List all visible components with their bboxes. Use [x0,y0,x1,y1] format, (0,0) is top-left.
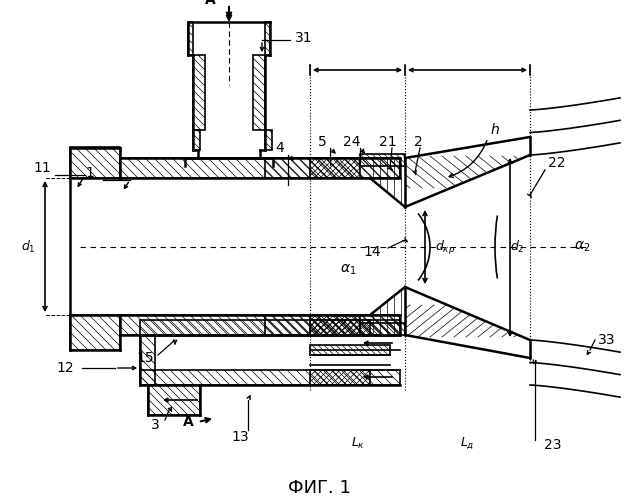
Text: $d_{кр}$: $d_{кр}$ [435,239,456,257]
Bar [140,320,400,335]
Text: $\alpha_1$: $\alpha_1$ [340,263,356,277]
Bar [265,158,400,178]
Bar [193,55,205,130]
Bar [120,315,400,335]
Text: 24: 24 [343,135,360,149]
Bar [360,154,405,166]
Bar [310,345,390,355]
Bar [70,315,120,350]
Text: h: h [491,123,500,137]
Text: 1: 1 [85,166,94,180]
Text: $d_1$: $d_1$ [20,239,35,255]
Text: 12: 12 [56,361,74,375]
Text: ФИГ. 1: ФИГ. 1 [288,479,350,497]
Text: $L_к$: $L_к$ [351,436,365,450]
Text: 21: 21 [379,135,397,149]
Bar [188,22,193,55]
Text: 2: 2 [413,135,422,149]
Bar [265,315,400,335]
Bar [310,320,370,335]
Bar [310,315,360,335]
Bar [140,370,400,385]
Text: 31: 31 [295,31,313,45]
Bar [265,130,272,150]
Text: 13: 13 [231,430,249,444]
Bar [70,148,120,178]
Bar [310,158,360,178]
Text: A: A [182,415,193,429]
Bar [265,22,270,55]
Bar [120,158,400,178]
Text: 4: 4 [276,141,285,155]
Text: 23: 23 [544,438,561,452]
Text: A: A [205,0,216,7]
Bar [148,385,200,415]
Text: 11: 11 [33,161,51,175]
Bar [193,130,200,150]
Bar [70,147,120,148]
Bar [310,370,370,385]
Bar [360,323,405,335]
Text: 5: 5 [318,135,327,149]
Bar [140,335,155,385]
Text: 15: 15 [136,351,154,365]
Text: 14: 14 [363,245,381,259]
Text: $L_д$: $L_д$ [460,435,474,451]
Text: 22: 22 [548,156,565,170]
Text: $\alpha_2$: $\alpha_2$ [574,240,590,254]
Text: A: A [195,0,205,1]
Text: 33: 33 [598,333,616,347]
Bar [253,55,265,130]
Text: 3: 3 [151,418,160,432]
Text: $d_2$: $d_2$ [510,239,524,255]
